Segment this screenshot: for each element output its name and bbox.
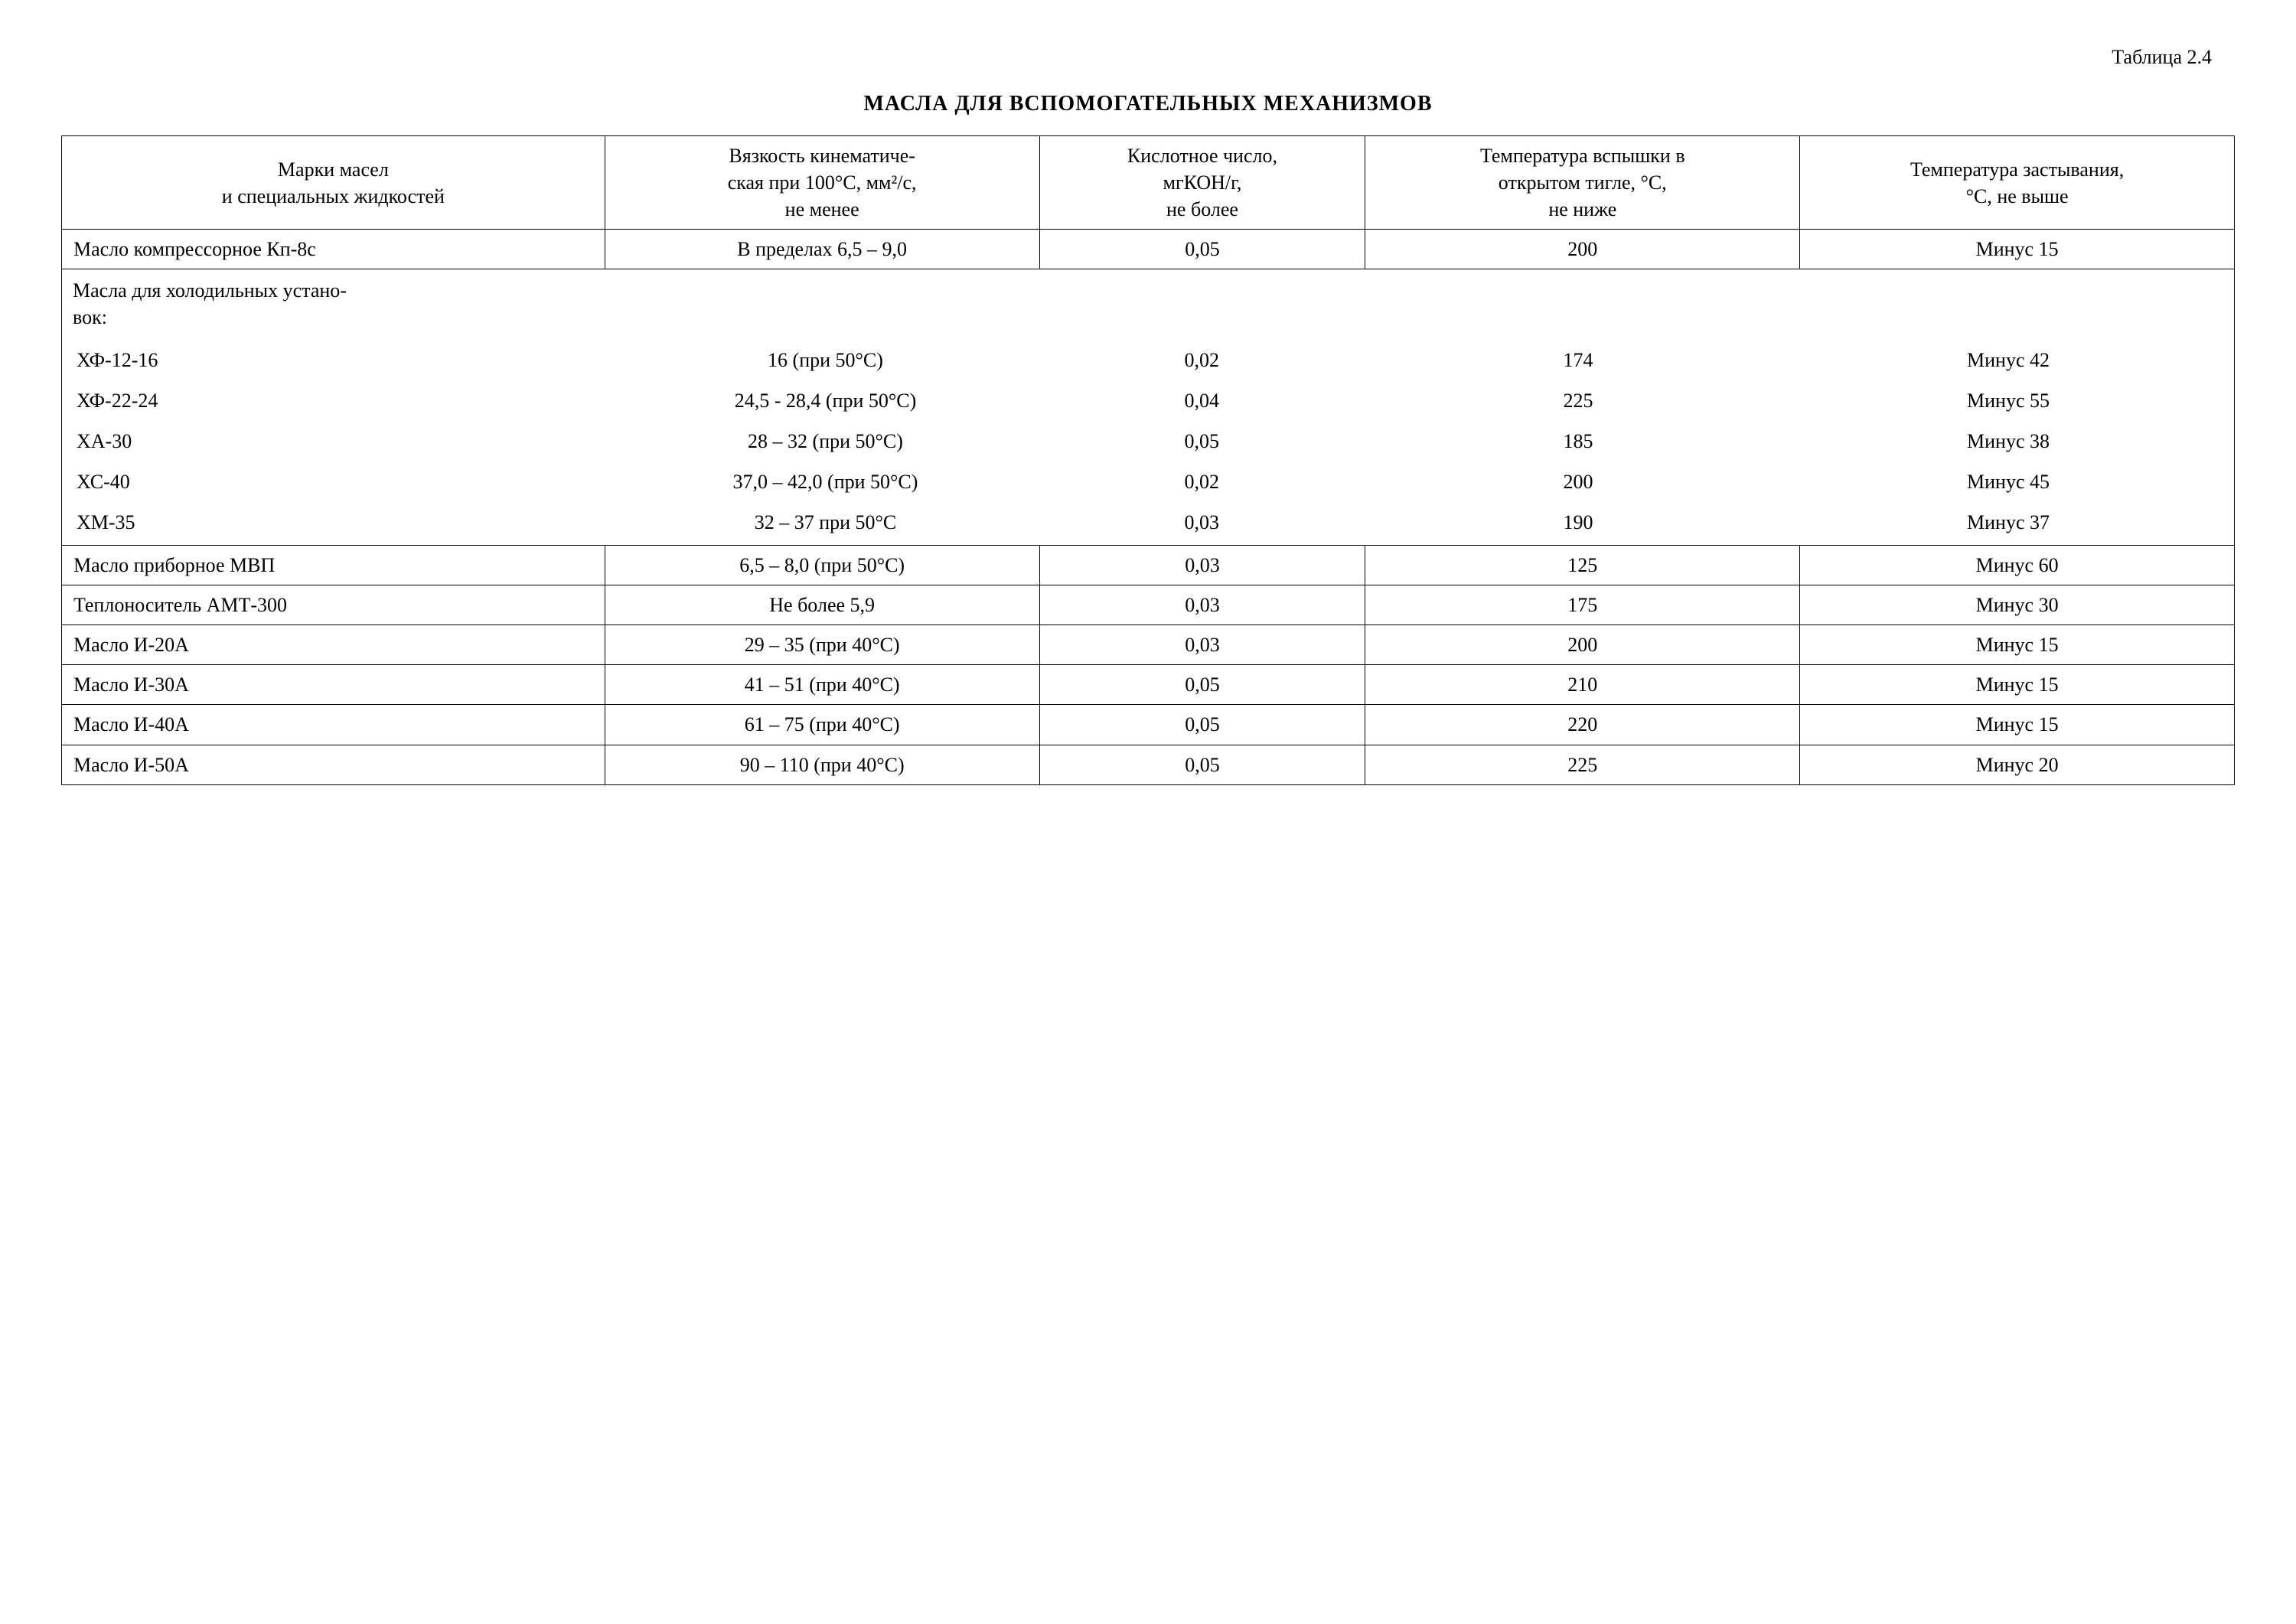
table-row: Масло И-30А41 – 51 (при 40°C)0,05210Мину… <box>62 665 2235 705</box>
table-cell: Минус 15 <box>1800 230 2235 269</box>
table-row: Теплоноситель АМТ-300Не более 5,90,03175… <box>62 585 2235 625</box>
table-cell: 0,03 <box>1039 546 1365 585</box>
table-group-cell: Масла для холодильных устано-вок: ХФ-12-1… <box>62 269 2235 546</box>
table-cell: Минус 15 <box>1800 625 2235 665</box>
table-sub-cell: 0,05 <box>1041 426 1364 456</box>
table-cell: Теплоноситель АМТ-300 <box>62 585 605 625</box>
table-sub-cell: Минус 45 <box>1793 467 2223 497</box>
table-sub-cell: 0,03 <box>1041 507 1364 537</box>
table-row: Масло И-50А90 – 110 (при 40°C)0,05225Мин… <box>62 745 2235 784</box>
table-cell: 125 <box>1365 546 1800 585</box>
table-cell: Масло И-30А <box>62 665 605 705</box>
table-sub-row: ХФ-22-2424,5 - 28,4 (при 50°C)0,04225Мин… <box>73 386 2223 416</box>
table-row: Масло компрессорное Кп-8сВ пределах 6,5 … <box>62 230 2235 269</box>
table-sub-cell: 28 – 32 (при 50°C) <box>611 426 1041 456</box>
table-cell: 175 <box>1365 585 1800 625</box>
table-sub-cell: Минус 38 <box>1793 426 2223 456</box>
table-cell: Масло И-50А <box>62 745 605 784</box>
table-sub-cell: Минус 42 <box>1793 345 2223 375</box>
table-cell: 210 <box>1365 665 1800 705</box>
table-sub-cell: 200 <box>1363 467 1793 497</box>
table-cell: Минус 20 <box>1800 745 2235 784</box>
table-cell: 0,05 <box>1039 230 1365 269</box>
table-cell: 41 – 51 (при 40°C) <box>605 665 1039 705</box>
col-header-pour: Температура застывания,°C, не выше <box>1800 136 2235 230</box>
table-cell: Минус 60 <box>1800 546 2235 585</box>
table-sub-row: ХФ-12-1616 (при 50°C)0,02174Минус 42 <box>73 345 2223 375</box>
table-cell: 0,05 <box>1039 745 1365 784</box>
table-cell: 90 – 110 (при 40°C) <box>605 745 1039 784</box>
table-sub-cell: 32 – 37 при 50°C <box>611 507 1041 537</box>
table-sub-cell: 24,5 - 28,4 (при 50°C) <box>611 386 1041 416</box>
col-header-viscosity: Вязкость кинематиче-ская при 100°C, мм²/… <box>605 136 1039 230</box>
table-cell: 200 <box>1365 230 1800 269</box>
table-cell: 0,05 <box>1039 705 1365 745</box>
table-cell: 0,03 <box>1039 585 1365 625</box>
table-cell: В пределах 6,5 – 9,0 <box>605 230 1039 269</box>
table-title: МАСЛА ДЛЯ ВСПОМОГАТЕЛЬНЫХ МЕХАНИЗМОВ <box>61 92 2235 116</box>
col-header-name: Марки масели специальных жидкостей <box>62 136 605 230</box>
oils-table: Марки масели специальных жидкостей Вязко… <box>61 135 2235 785</box>
table-sub-cell: Минус 55 <box>1793 386 2223 416</box>
table-cell: Масло приборное МВП <box>62 546 605 585</box>
table-sub-cell: 174 <box>1363 345 1793 375</box>
table-cell: Минус 30 <box>1800 585 2235 625</box>
table-cell: 225 <box>1365 745 1800 784</box>
table-sub-cell: ХМ-35 <box>73 507 611 537</box>
group-header-label: Масла для холодильных устано-вок: <box>73 277 2223 331</box>
table-cell: Минус 15 <box>1800 705 2235 745</box>
table-cell: 0,03 <box>1039 625 1365 665</box>
table-cell: 6,5 – 8,0 (при 50°C) <box>605 546 1039 585</box>
table-number-label: Таблица 2.4 <box>61 46 2235 69</box>
table-sub-cell: 0,04 <box>1041 386 1364 416</box>
table-cell: 29 – 35 (при 40°C) <box>605 625 1039 665</box>
table-sub-cell: 185 <box>1363 426 1793 456</box>
table-sub-cell: 0,02 <box>1041 345 1364 375</box>
table-sub-cell: 0,02 <box>1041 467 1364 497</box>
table-row: Масло И-40А61 – 75 (при 40°C)0,05220Мину… <box>62 705 2235 745</box>
table-sub-row: ХМ-3532 – 37 при 50°C0,03190Минус 37 <box>73 507 2223 537</box>
table-cell: 0,05 <box>1039 665 1365 705</box>
table-sub-cell: ХФ-22-24 <box>73 386 611 416</box>
table-cell: 61 – 75 (при 40°C) <box>605 705 1039 745</box>
table-cell: Масло компрессорное Кп-8с <box>62 230 605 269</box>
table-cell: Минус 15 <box>1800 665 2235 705</box>
table-cell: 220 <box>1365 705 1800 745</box>
table-sub-cell: ХС-40 <box>73 467 611 497</box>
table-sub-cell: 37,0 – 42,0 (при 50°C) <box>611 467 1041 497</box>
table-header-row: Марки масели специальных жидкостей Вязко… <box>62 136 2235 230</box>
table-sub-cell: 190 <box>1363 507 1793 537</box>
table-sub-row: ХС-4037,0 – 42,0 (при 50°C)0,02200Минус … <box>73 467 2223 497</box>
table-cell: Не более 5,9 <box>605 585 1039 625</box>
table-sub-cell: ХА-30 <box>73 426 611 456</box>
col-header-flash: Температура вспышки воткрытом тигле, °C,… <box>1365 136 1800 230</box>
table-sub-cell: ХФ-12-16 <box>73 345 611 375</box>
table-cell: Масло И-40А <box>62 705 605 745</box>
col-header-acid: Кислотное число,мгКОН/г,не более <box>1039 136 1365 230</box>
table-group-row: Масла для холодильных устано-вок: ХФ-12-1… <box>62 269 2235 546</box>
table-cell: 200 <box>1365 625 1800 665</box>
table-sub-cell: Минус 37 <box>1793 507 2223 537</box>
table-body: Масло компрессорное Кп-8сВ пределах 6,5 … <box>62 230 2235 784</box>
table-row: Масло И-20А29 – 35 (при 40°C)0,03200Мину… <box>62 625 2235 665</box>
table-sub-cell: 16 (при 50°C) <box>611 345 1041 375</box>
table-row: Масло приборное МВП6,5 – 8,0 (при 50°C)0… <box>62 546 2235 585</box>
table-cell: Масло И-20А <box>62 625 605 665</box>
table-sub-row: ХА-3028 – 32 (при 50°C)0,05185Минус 38 <box>73 426 2223 456</box>
table-sub-cell: 225 <box>1363 386 1793 416</box>
